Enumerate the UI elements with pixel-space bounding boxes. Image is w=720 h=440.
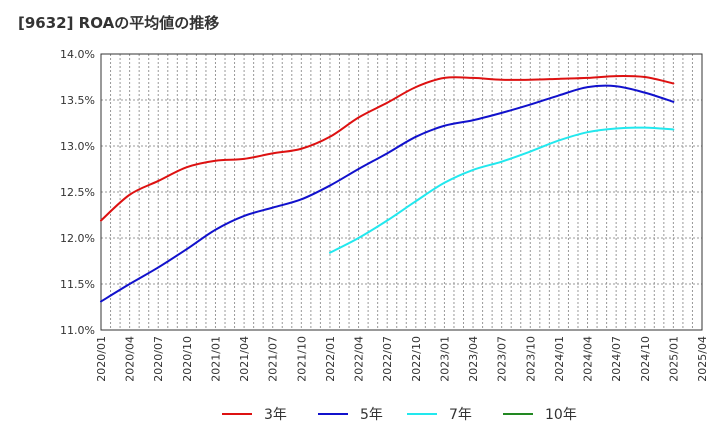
x-tick-label: 2022/10 [410, 336, 423, 382]
x-tick-label: 2023/01 [438, 336, 451, 382]
x-tick-label: 2024/01 [553, 336, 566, 382]
y-tick-label: 13.5% [60, 94, 95, 107]
legend-label-1: 5年 [360, 407, 383, 423]
plot-frame [100, 53, 703, 331]
y-tick-label: 11.0% [60, 324, 95, 337]
x-tick-label: 2025/04 [696, 336, 709, 382]
x-tick-label: 2020/01 [95, 336, 108, 382]
chart-title: [9632] ROAの平均値の推移 [18, 14, 220, 32]
x-tick-label: 2021/10 [295, 336, 308, 382]
x-tick-label: 2021/01 [209, 336, 222, 382]
x-tick-label: 2024/07 [610, 336, 623, 382]
series-line-0 [100, 74, 675, 222]
y-tick-label: 12.0% [60, 232, 95, 245]
y-tick-label: 11.5% [60, 278, 95, 291]
x-tick-label: 2020/07 [152, 336, 165, 382]
x-tick-label: 2020/04 [124, 336, 137, 382]
x-tick-label: 2022/07 [381, 336, 394, 382]
x-tick-label: 2021/07 [267, 336, 280, 382]
series-line-1 [100, 84, 675, 303]
x-tick-label: 2022/01 [324, 336, 337, 382]
legend-label-2: 7年 [449, 407, 472, 423]
x-tick-label: 2020/10 [181, 336, 194, 382]
x-tick-label: 2021/04 [238, 336, 251, 382]
x-tick-label: 2023/07 [496, 336, 509, 382]
x-tick-label: 2023/10 [524, 336, 537, 382]
x-tick-label: 2022/04 [353, 336, 366, 382]
y-tick-label: 14.0% [60, 48, 95, 61]
x-tick-label: 2025/01 [667, 336, 680, 382]
legend-label-0: 3年 [264, 407, 287, 423]
series-line-2 [328, 126, 675, 254]
x-tick-label: 2023/04 [467, 336, 480, 382]
legend-label-3: 10年 [545, 407, 577, 423]
y-tick-label: 12.5% [60, 186, 95, 199]
x-tick-label: 2024/04 [582, 336, 595, 382]
x-tick-label: 2024/10 [639, 336, 652, 382]
y-tick-label: 13.0% [60, 140, 95, 153]
